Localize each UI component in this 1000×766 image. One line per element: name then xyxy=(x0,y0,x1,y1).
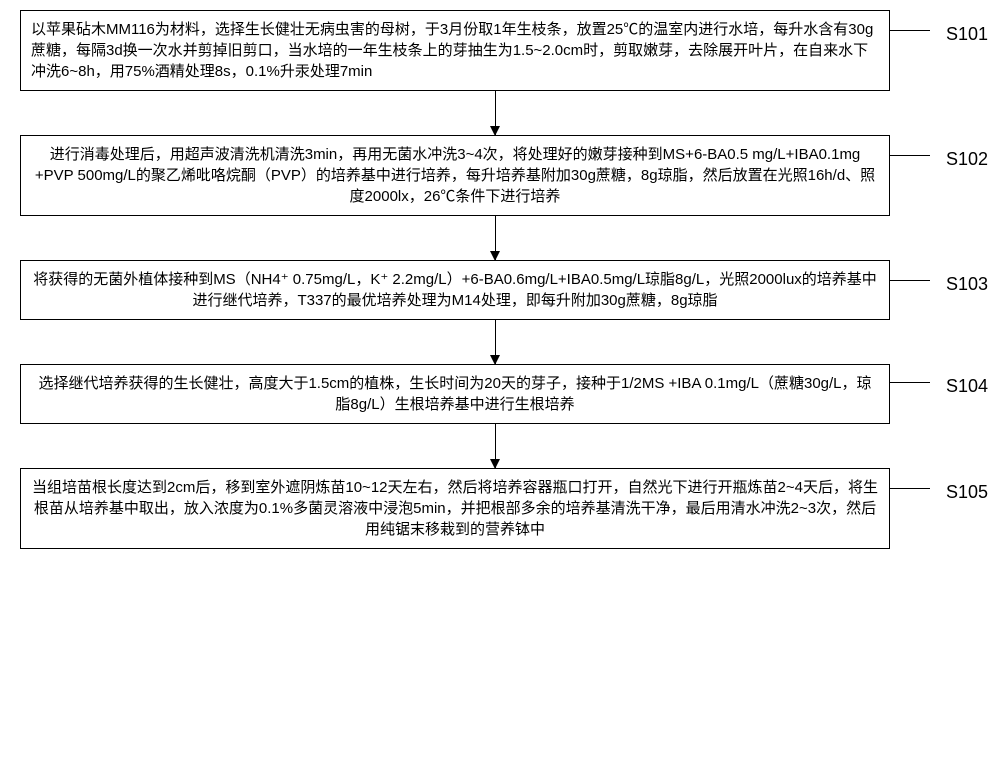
step-text: 当组培苗根长度达到2cm后，移到室外遮阴炼苗10~12天左右，然后将培养容器瓶口… xyxy=(32,479,878,538)
step-text: 将获得的无菌外植体接种到MS（NH4⁺ 0.75mg/L，K⁺ 2.2mg/L）… xyxy=(33,271,877,309)
step-row: 进行消毒处理后，用超声波清洗机清洗3min，再用无菌水冲洗3~4次，将处理好的嫩… xyxy=(20,135,980,216)
step-box-s104: 选择继代培养获得的生长健壮，高度大于1.5cm的植株，生长时间为20天的芽子，接… xyxy=(20,364,890,424)
step-label: S102 xyxy=(946,149,988,170)
arrow-connector xyxy=(65,424,935,468)
label-connector xyxy=(890,280,930,281)
step-text: 进行消毒处理后，用超声波清洗机清洗3min，再用无菌水冲洗3~4次，将处理好的嫩… xyxy=(35,146,875,205)
down-arrow xyxy=(495,216,496,260)
arrow-connector xyxy=(65,320,935,364)
step-box-s105: 当组培苗根长度达到2cm后，移到室外遮阴炼苗10~12天左右，然后将培养容器瓶口… xyxy=(20,468,890,549)
flowchart-container: 以苹果砧木MM116为材料，选择生长健壮无病虫害的母树，于3月份取1年生枝条，放… xyxy=(20,10,980,549)
down-arrow xyxy=(495,91,496,135)
label-connector xyxy=(890,155,930,156)
label-connector xyxy=(890,382,930,383)
step-label: S101 xyxy=(946,24,988,45)
arrow-connector xyxy=(65,91,935,135)
step-box-s102: 进行消毒处理后，用超声波清洗机清洗3min，再用无菌水冲洗3~4次，将处理好的嫩… xyxy=(20,135,890,216)
down-arrow xyxy=(495,424,496,468)
step-row: 选择继代培养获得的生长健壮，高度大于1.5cm的植株，生长时间为20天的芽子，接… xyxy=(20,364,980,424)
label-connector xyxy=(890,30,930,31)
step-text: 选择继代培养获得的生长健壮，高度大于1.5cm的植株，生长时间为20天的芽子，接… xyxy=(38,375,871,413)
label-connector xyxy=(890,488,930,489)
step-label: S103 xyxy=(946,274,988,295)
arrow-connector xyxy=(65,216,935,260)
step-box-s101: 以苹果砧木MM116为材料，选择生长健壮无病虫害的母树，于3月份取1年生枝条，放… xyxy=(20,10,890,91)
step-text: 以苹果砧木MM116为材料，选择生长健壮无病虫害的母树，于3月份取1年生枝条，放… xyxy=(31,21,873,80)
step-label: S105 xyxy=(946,482,988,503)
down-arrow xyxy=(495,320,496,364)
step-label: S104 xyxy=(946,376,988,397)
step-row: 将获得的无菌外植体接种到MS（NH4⁺ 0.75mg/L，K⁺ 2.2mg/L）… xyxy=(20,260,980,320)
step-row: 以苹果砧木MM116为材料，选择生长健壮无病虫害的母树，于3月份取1年生枝条，放… xyxy=(20,10,980,91)
step-row: 当组培苗根长度达到2cm后，移到室外遮阴炼苗10~12天左右，然后将培养容器瓶口… xyxy=(20,468,980,549)
step-box-s103: 将获得的无菌外植体接种到MS（NH4⁺ 0.75mg/L，K⁺ 2.2mg/L）… xyxy=(20,260,890,320)
